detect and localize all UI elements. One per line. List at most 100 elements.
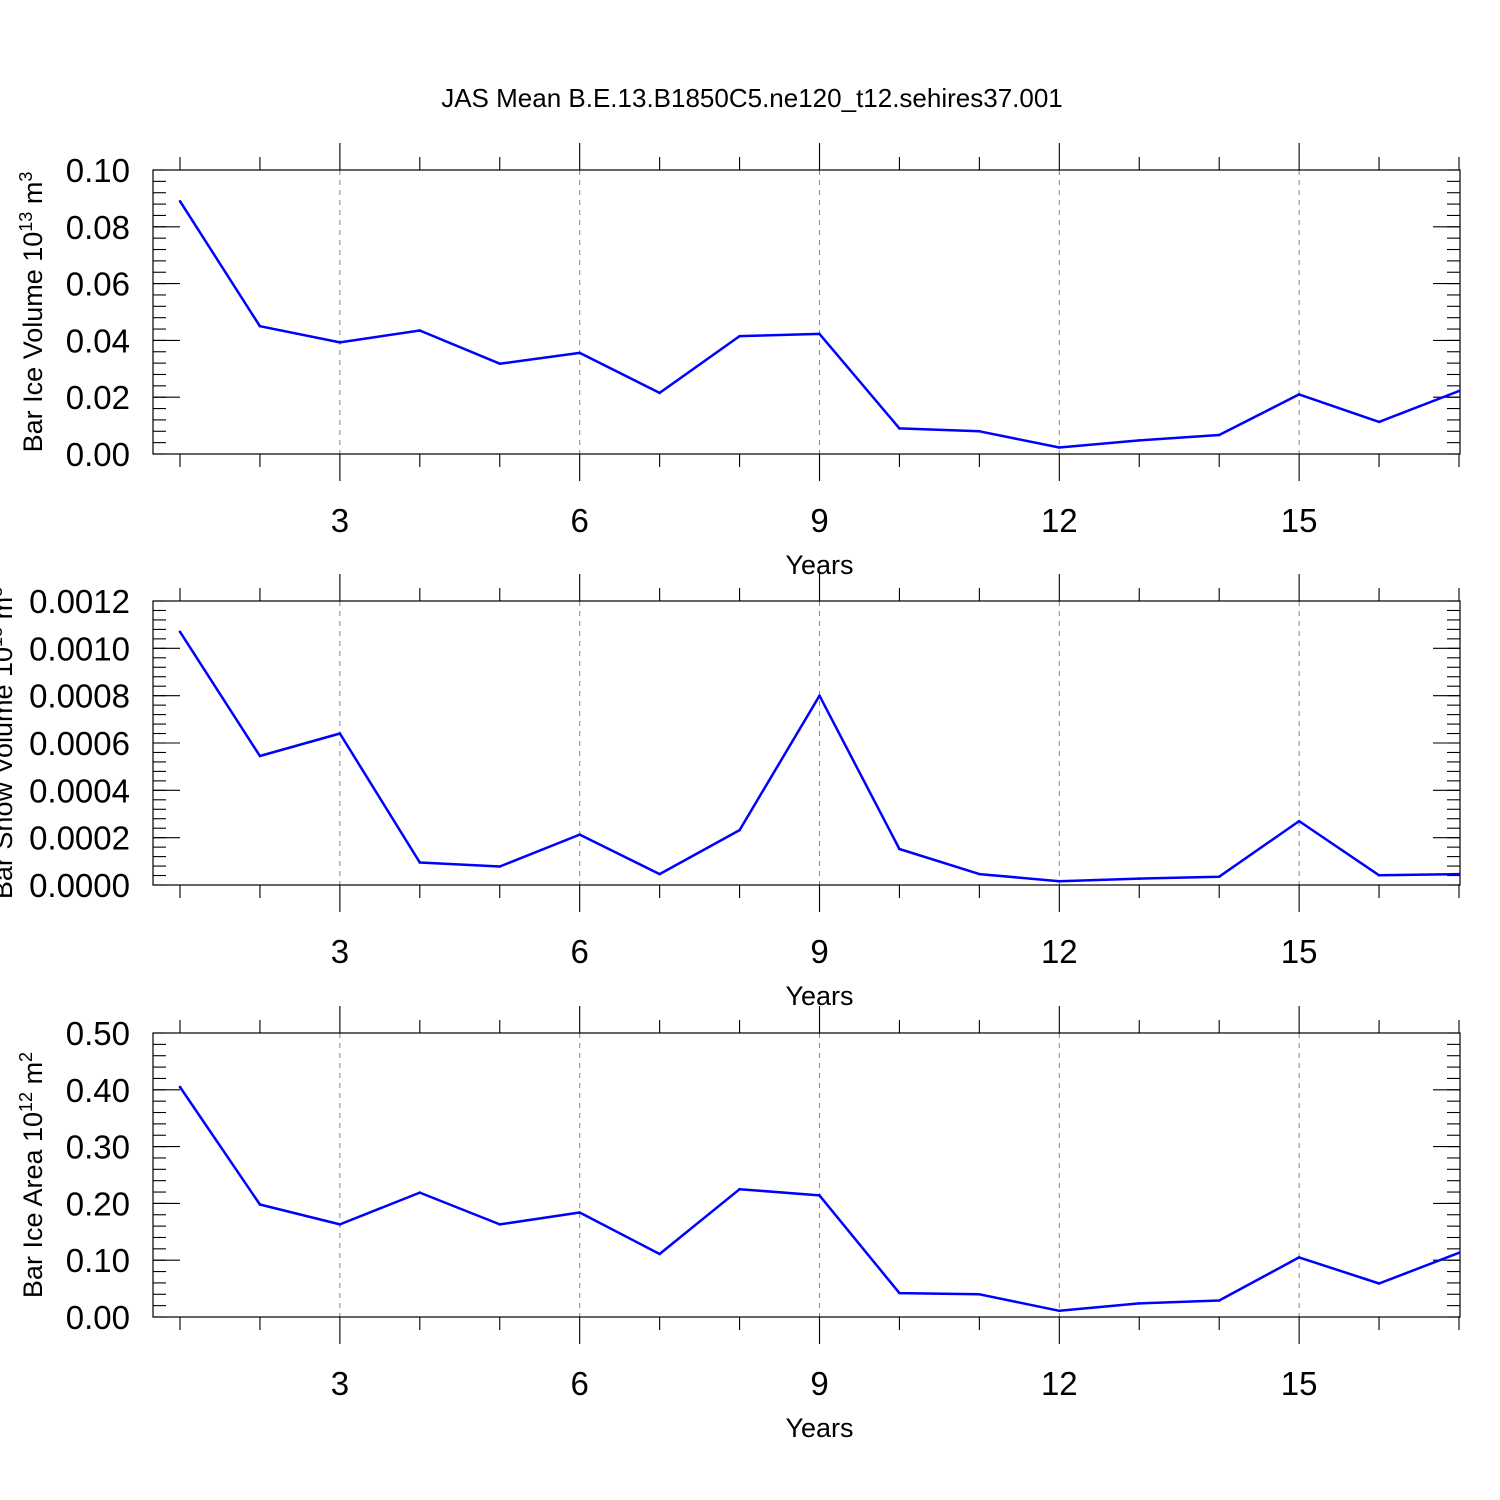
y-tick-label: 0.20 [66, 1185, 130, 1222]
y-axis-label-part: Bar Ice Volume 10 [18, 232, 48, 453]
x-tick-label: 9 [810, 502, 828, 539]
data-point [978, 1292, 981, 1296]
y-axis-label-part: Bar Ice Area 10 [18, 1112, 48, 1298]
data-point [338, 1223, 342, 1226]
data-point [1377, 873, 1381, 877]
data-point [1137, 877, 1141, 880]
data-point [898, 847, 901, 851]
y-tick-label: 0.10 [66, 152, 130, 189]
data-point [738, 1187, 741, 1191]
panel-1: 0.000.020.040.060.080.103 6 9 12 15YearsBar … [16, 143, 1461, 580]
y-tick-label: 0.40 [66, 1072, 130, 1109]
y-tick-label: 0.04 [66, 322, 130, 359]
y-axis-label-part: Bar Snow Volume 10 [0, 647, 18, 899]
data-point [898, 1291, 901, 1295]
y-axis-label-superscript: 12 [16, 1092, 36, 1112]
data-point [738, 334, 741, 338]
y-tick-label: 0.0000 [29, 867, 130, 904]
y-tick-label: 0.0008 [29, 678, 130, 715]
panel-2: 0.0000 0.0002 0.0004 0.0006 0.0008 0.0010 0.00… [0, 574, 1461, 1011]
y-axis-label-superscript: 13 [0, 627, 6, 647]
data-point [1377, 1282, 1381, 1285]
panel-3: 0.00 0.10 0.20 0.30 0.40 0.50 3 6 9 12 15 Years Bar … [16, 1006, 1461, 1443]
data-point [178, 1085, 182, 1089]
y-tick-label: 0.06 [66, 266, 130, 303]
chart-title: JAS Mean B.E.13.B1850C5.ne120_t12.sehire… [441, 83, 1063, 113]
data-point [898, 427, 901, 430]
y-axis-label-part: m [0, 597, 18, 627]
data-point [418, 1191, 422, 1194]
x-tick-label: 6 [571, 502, 589, 539]
data-point [258, 324, 262, 328]
plot-frame [152, 169, 1461, 455]
data-point [1058, 1309, 1061, 1313]
data-point [1297, 819, 1301, 823]
panels: 0.00 0.02 0.04 0.06 0.08 0.10 3 6 9 12 15 Years Bar … [0, 143, 1461, 1443]
y-axis-label-superscript: 3 [16, 172, 36, 182]
data-point [418, 329, 422, 332]
plot-frame [152, 600, 1461, 886]
y-tick-label: 0.0010 [29, 630, 130, 667]
data-point [658, 1252, 661, 1256]
x-tick-label: 3 [331, 502, 349, 539]
data-point [1217, 875, 1221, 879]
data-point [258, 1203, 262, 1206]
data-point [818, 694, 821, 697]
x-tick-label: 12 [1041, 933, 1078, 970]
data-point [818, 1194, 821, 1197]
plot-frame [152, 1032, 1461, 1318]
y-tick-label: 0.02 [66, 379, 130, 416]
y-axis-label-part: m [18, 182, 48, 212]
data-point [1457, 872, 1461, 876]
y-tick-label: 0.0012 [29, 583, 130, 620]
data-point [1297, 393, 1301, 396]
data-point [1297, 1256, 1301, 1259]
data-point [578, 1211, 581, 1214]
data-point [1217, 1299, 1221, 1302]
y-tick-label: 0.08 [66, 209, 130, 246]
data-point [1377, 420, 1381, 424]
data-point [1137, 1302, 1141, 1305]
x-tick-label: 3 [331, 933, 349, 970]
y-axis-label-superscript: 2 [16, 1052, 36, 1062]
data-point [578, 833, 581, 836]
data-point [658, 872, 661, 876]
y-axis-label-part: m [18, 1062, 48, 1092]
y-axis-label: Bar Ice Volume 1013 m3 [16, 172, 48, 453]
y-tick-label: 0.0002 [29, 820, 130, 857]
x-tick-label: 6 [571, 1365, 589, 1402]
y-tick-label: 0.0006 [29, 725, 130, 762]
data-point [1457, 1251, 1461, 1255]
y-tick-label: 0.0004 [29, 772, 130, 809]
y-axis-label: Bar Ice Area 1012 m2 [16, 1052, 48, 1298]
data-point [498, 362, 502, 365]
data-point [178, 199, 182, 203]
data-point [1058, 446, 1061, 449]
y-tick-label: 0.10 [66, 1242, 130, 1279]
data-point [658, 391, 661, 395]
x-tick-label: 15 [1281, 502, 1318, 539]
y-tick-label: 0.00 [66, 1299, 130, 1336]
data-point [1137, 439, 1141, 442]
data-point [978, 429, 981, 433]
data-point [258, 754, 262, 758]
data-point [338, 341, 342, 344]
y-tick-label: 0.00 [66, 436, 130, 473]
data-point [818, 332, 821, 336]
x-tick-label: 15 [1281, 933, 1318, 970]
data-point [178, 630, 182, 634]
data-point [498, 1223, 502, 1226]
x-tick-label: 9 [810, 933, 828, 970]
x-axis-label: Years [785, 1413, 853, 1443]
y-axis-label-superscript: 3 [0, 587, 6, 597]
data-point [738, 828, 741, 832]
data-point [418, 861, 422, 864]
data-point [338, 732, 342, 735]
x-tick-label: 9 [810, 1365, 828, 1402]
data-point [1217, 433, 1221, 437]
x-tick-label: 3 [331, 1365, 349, 1402]
data-point [1058, 879, 1061, 883]
y-axis-label: Bar Snow Volume 1013 m3 [0, 587, 18, 899]
x-tick-label: 6 [571, 933, 589, 970]
